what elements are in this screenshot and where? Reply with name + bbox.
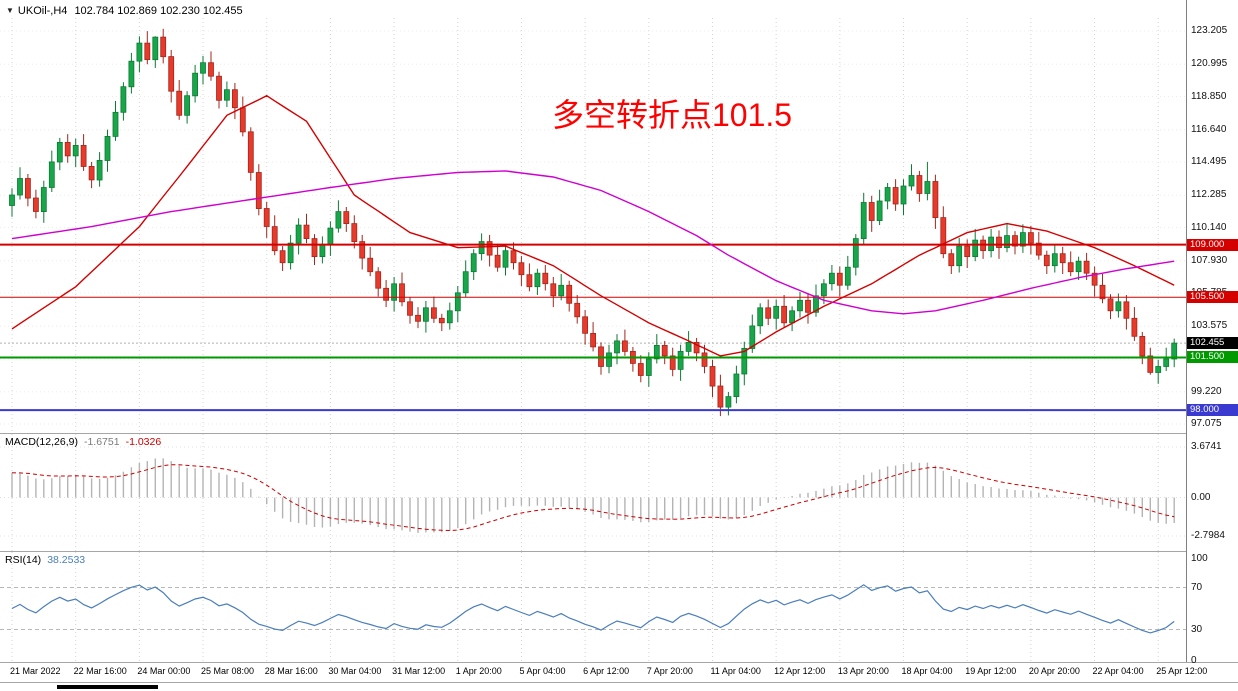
rsi-value: 38.2533 (47, 554, 86, 566)
price-axis-label: 112.285 (1191, 189, 1227, 201)
price-axis-label: 103.575 (1191, 320, 1228, 332)
macd-axis-label: -2.7984 (1191, 529, 1225, 541)
price-axis-label: 120.995 (1191, 58, 1228, 70)
price-axis-label: 116.640 (1191, 123, 1227, 135)
time-axis-label: 25 Mar 08:00 (201, 666, 255, 676)
horizontal-scrollbar[interactable] (0, 683, 1238, 691)
ma-fast-line (11, 94, 1175, 357)
price-axis-label: 110.140 (1191, 221, 1227, 233)
macd-indicator-chart[interactable] (0, 434, 1186, 551)
macd-histogram (11, 458, 1175, 533)
scrollbar-divider (0, 682, 1238, 683)
price-axis-label: 123.205 (1191, 25, 1228, 36)
price-level-badge-98.000: 98.000 (1187, 404, 1238, 417)
rsi-panel-header: RSI(14) 38.2533 (5, 554, 85, 566)
scrollbar-thumb[interactable] (57, 685, 158, 689)
macd-panel-header: MACD(12,26,9) -1.6751 -1.0326 (5, 436, 161, 448)
time-axis-label: 19 Apr 12:00 (965, 666, 1017, 676)
time-axis-label: 6 Apr 12:00 (583, 666, 630, 676)
rsi-indicator-chart[interactable] (0, 552, 1186, 662)
time-axis-label: 20 Apr 20:00 (1028, 666, 1080, 676)
price-axis: 123.205 120.995 118.850 116.640 114.495 112.2… (1186, 0, 1238, 666)
time-axis-label: 5 Apr 04:00 (519, 666, 566, 676)
rsi-gridlines (0, 552, 1186, 662)
time-axis-label: 13 Apr 20:00 (837, 666, 889, 676)
macd-axis-label: 3.6741 (1191, 440, 1222, 452)
time-axis-label: 31 Mar 12:00 (392, 666, 446, 676)
price-axis-label: 97.075 (1191, 418, 1222, 429)
time-axis-label: 25 Apr 12:00 (1156, 666, 1208, 676)
time-axis-label: 12 Apr 12:00 (774, 666, 826, 676)
price-level-badge-109.000: 109.000 (1187, 238, 1238, 251)
time-axis-label: 21 Mar 2022 (10, 666, 61, 676)
horizontal-level-lines[interactable] (0, 243, 1186, 412)
time-axis-label: 11 Apr 04:00 (710, 666, 761, 676)
main-price-chart[interactable] (0, 0, 1186, 433)
rsi-axis-label: 30 (1191, 623, 1203, 635)
panel-divider-macd[interactable] (0, 433, 1238, 434)
price-axis-label: 99.220 (1191, 385, 1222, 397)
chart-title-bar: ▼ UKOil-,H4 102.784 102.869 102.230 102.45… (6, 5, 243, 17)
time-axis-label: 24 Mar 00:00 (137, 666, 191, 676)
price-axis-label: 114.495 (1191, 156, 1227, 167)
rsi-axis-label: 70 (1191, 581, 1203, 593)
price-level-badge-105.500: 105.500 (1187, 291, 1238, 304)
time-axis: 21 Mar 2022 22 Mar 16:00 24 Mar 00:00 25 Ma… (0, 663, 1238, 682)
macd-title: MACD(12,26,9) (5, 436, 78, 448)
candles-layer (9, 28, 1178, 417)
main-gridlines (0, 18, 1186, 433)
price-axis-label: 118.850 (1191, 90, 1227, 102)
macd-gridlines (0, 434, 1186, 551)
time-axis-label: 22 Mar 16:00 (73, 666, 127, 676)
time-axis-label: 22 Apr 04:00 (1092, 666, 1144, 676)
chart-annotation-text[interactable]: 多空转折点101.5 (552, 97, 793, 133)
rsi-title: RSI(14) (5, 554, 42, 566)
time-axis-label: 30 Mar 04:00 (328, 666, 382, 676)
time-axis-label: 7 Apr 20:00 (646, 666, 693, 676)
rsi-axis-label: 100 (1191, 553, 1208, 564)
macd-axis-label: 0.00 (1191, 491, 1211, 503)
time-axis-divider (0, 662, 1238, 663)
rsi-line (11, 584, 1175, 634)
ohlc-values-label: 102.784 102.869 102.230 102.455 (74, 5, 243, 17)
symbol-period-label: UKOil-,H4 (17, 5, 68, 17)
macd-main-value: -1.6751 (83, 436, 120, 448)
panel-divider-rsi[interactable] (0, 551, 1238, 552)
rsi-axis-label: 0 (1191, 655, 1197, 666)
price-level-badge-101.500: 101.500 (1187, 351, 1238, 364)
ma-slow-line (11, 170, 1175, 315)
time-axis-label: 28 Mar 16:00 (264, 666, 318, 676)
macd-signal-line (11, 464, 1175, 532)
time-axis-label: 1 Apr 20:00 (455, 666, 502, 676)
collapse-triangle-icon[interactable]: ▼ (6, 6, 14, 15)
price-axis-label: 107.930 (1191, 254, 1228, 266)
macd-signal-value: -1.0326 (125, 436, 162, 448)
current-price-badge: 102.455 (1187, 337, 1238, 350)
time-axis-label: 18 Apr 04:00 (901, 666, 953, 676)
